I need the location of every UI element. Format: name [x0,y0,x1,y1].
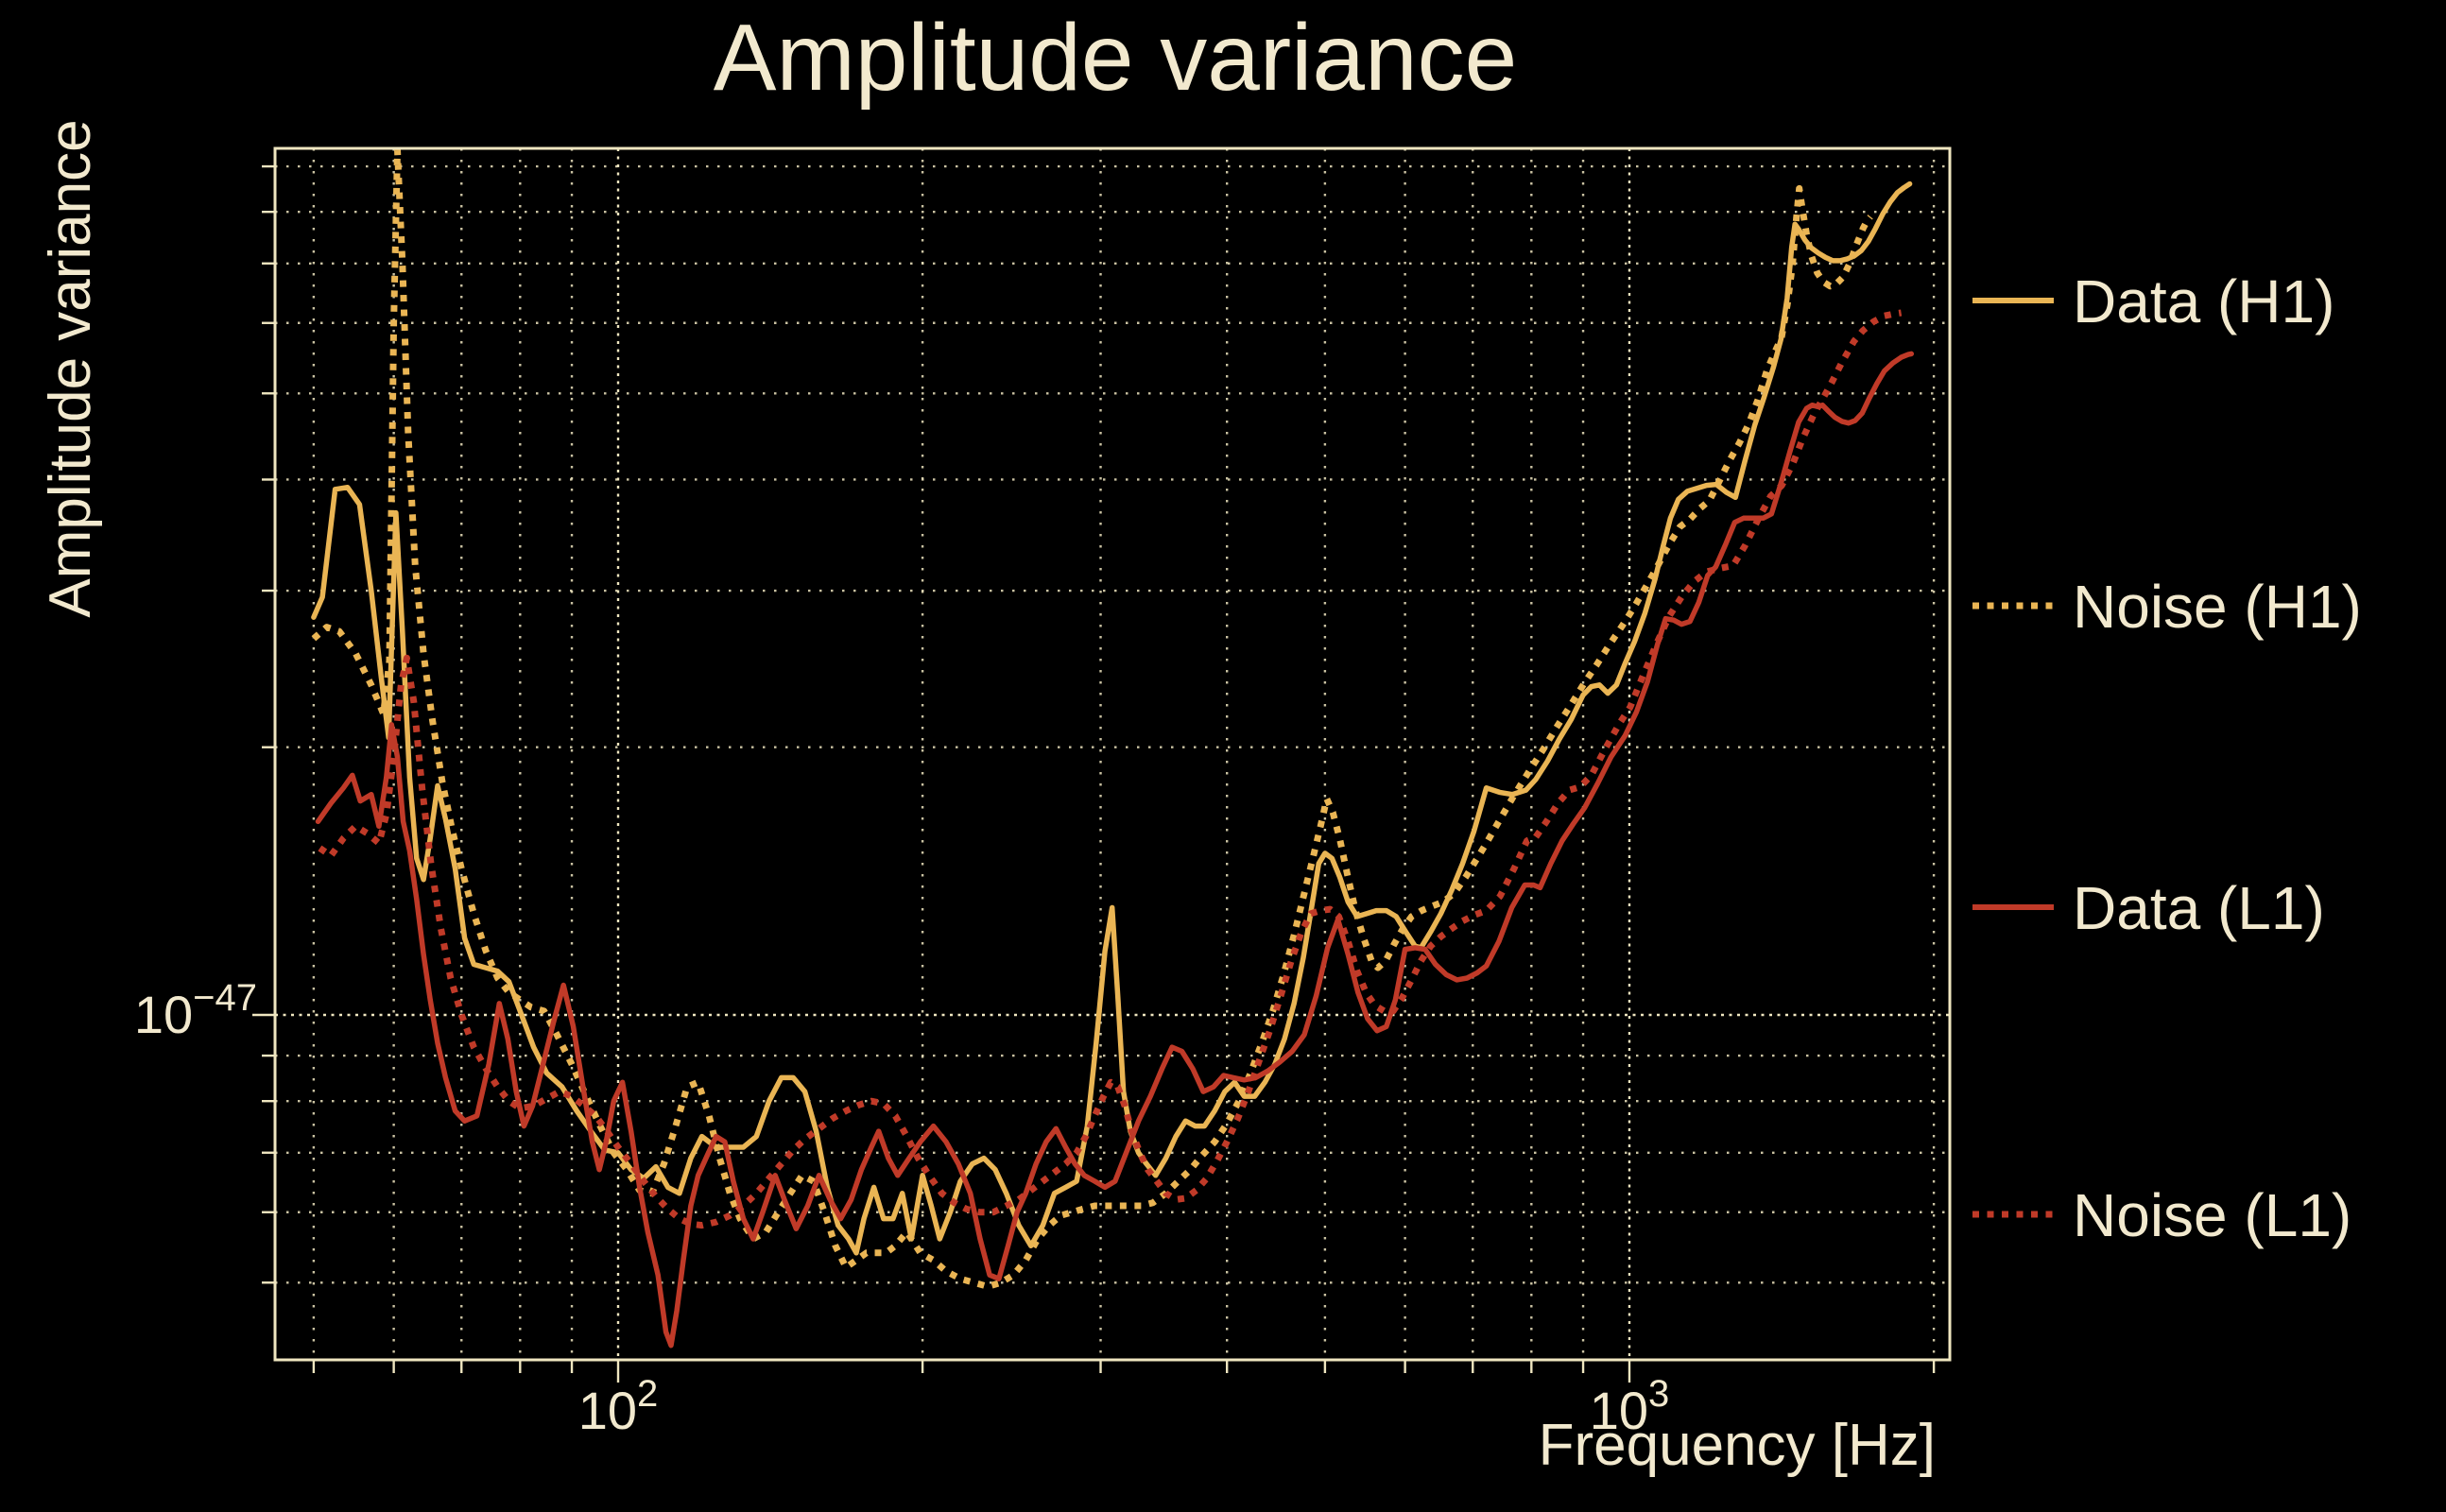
legend-label-noise-l1: Noise (L1) [2073,1181,2351,1249]
x-tick-label: 103 [1590,1373,1670,1440]
legend-label-noise-h1: Noise (H1) [2073,573,2362,641]
chart-title: Amplitude variance [714,5,1517,111]
plot-border [273,146,1952,1362]
tick-labels: 102 103 10−47 [134,977,1669,1440]
legend: Data (H1) Noise (H1) Data (L1) Noise (L1… [1972,267,2362,1249]
axis-ticks [252,164,1936,1383]
legend-label-data-h1: Data (H1) [2073,267,2334,335]
x-tick-label: 102 [578,1373,659,1440]
legend-label-data-l1: Data (L1) [2073,874,2325,942]
x-axis-label: Frequency [Hz] [1539,1413,1936,1478]
y-tick-label: 10−47 [134,977,257,1044]
grid-lines [275,148,1950,1360]
data-series [311,148,1915,1349]
y-axis-label: Amplitude variance [38,119,103,617]
